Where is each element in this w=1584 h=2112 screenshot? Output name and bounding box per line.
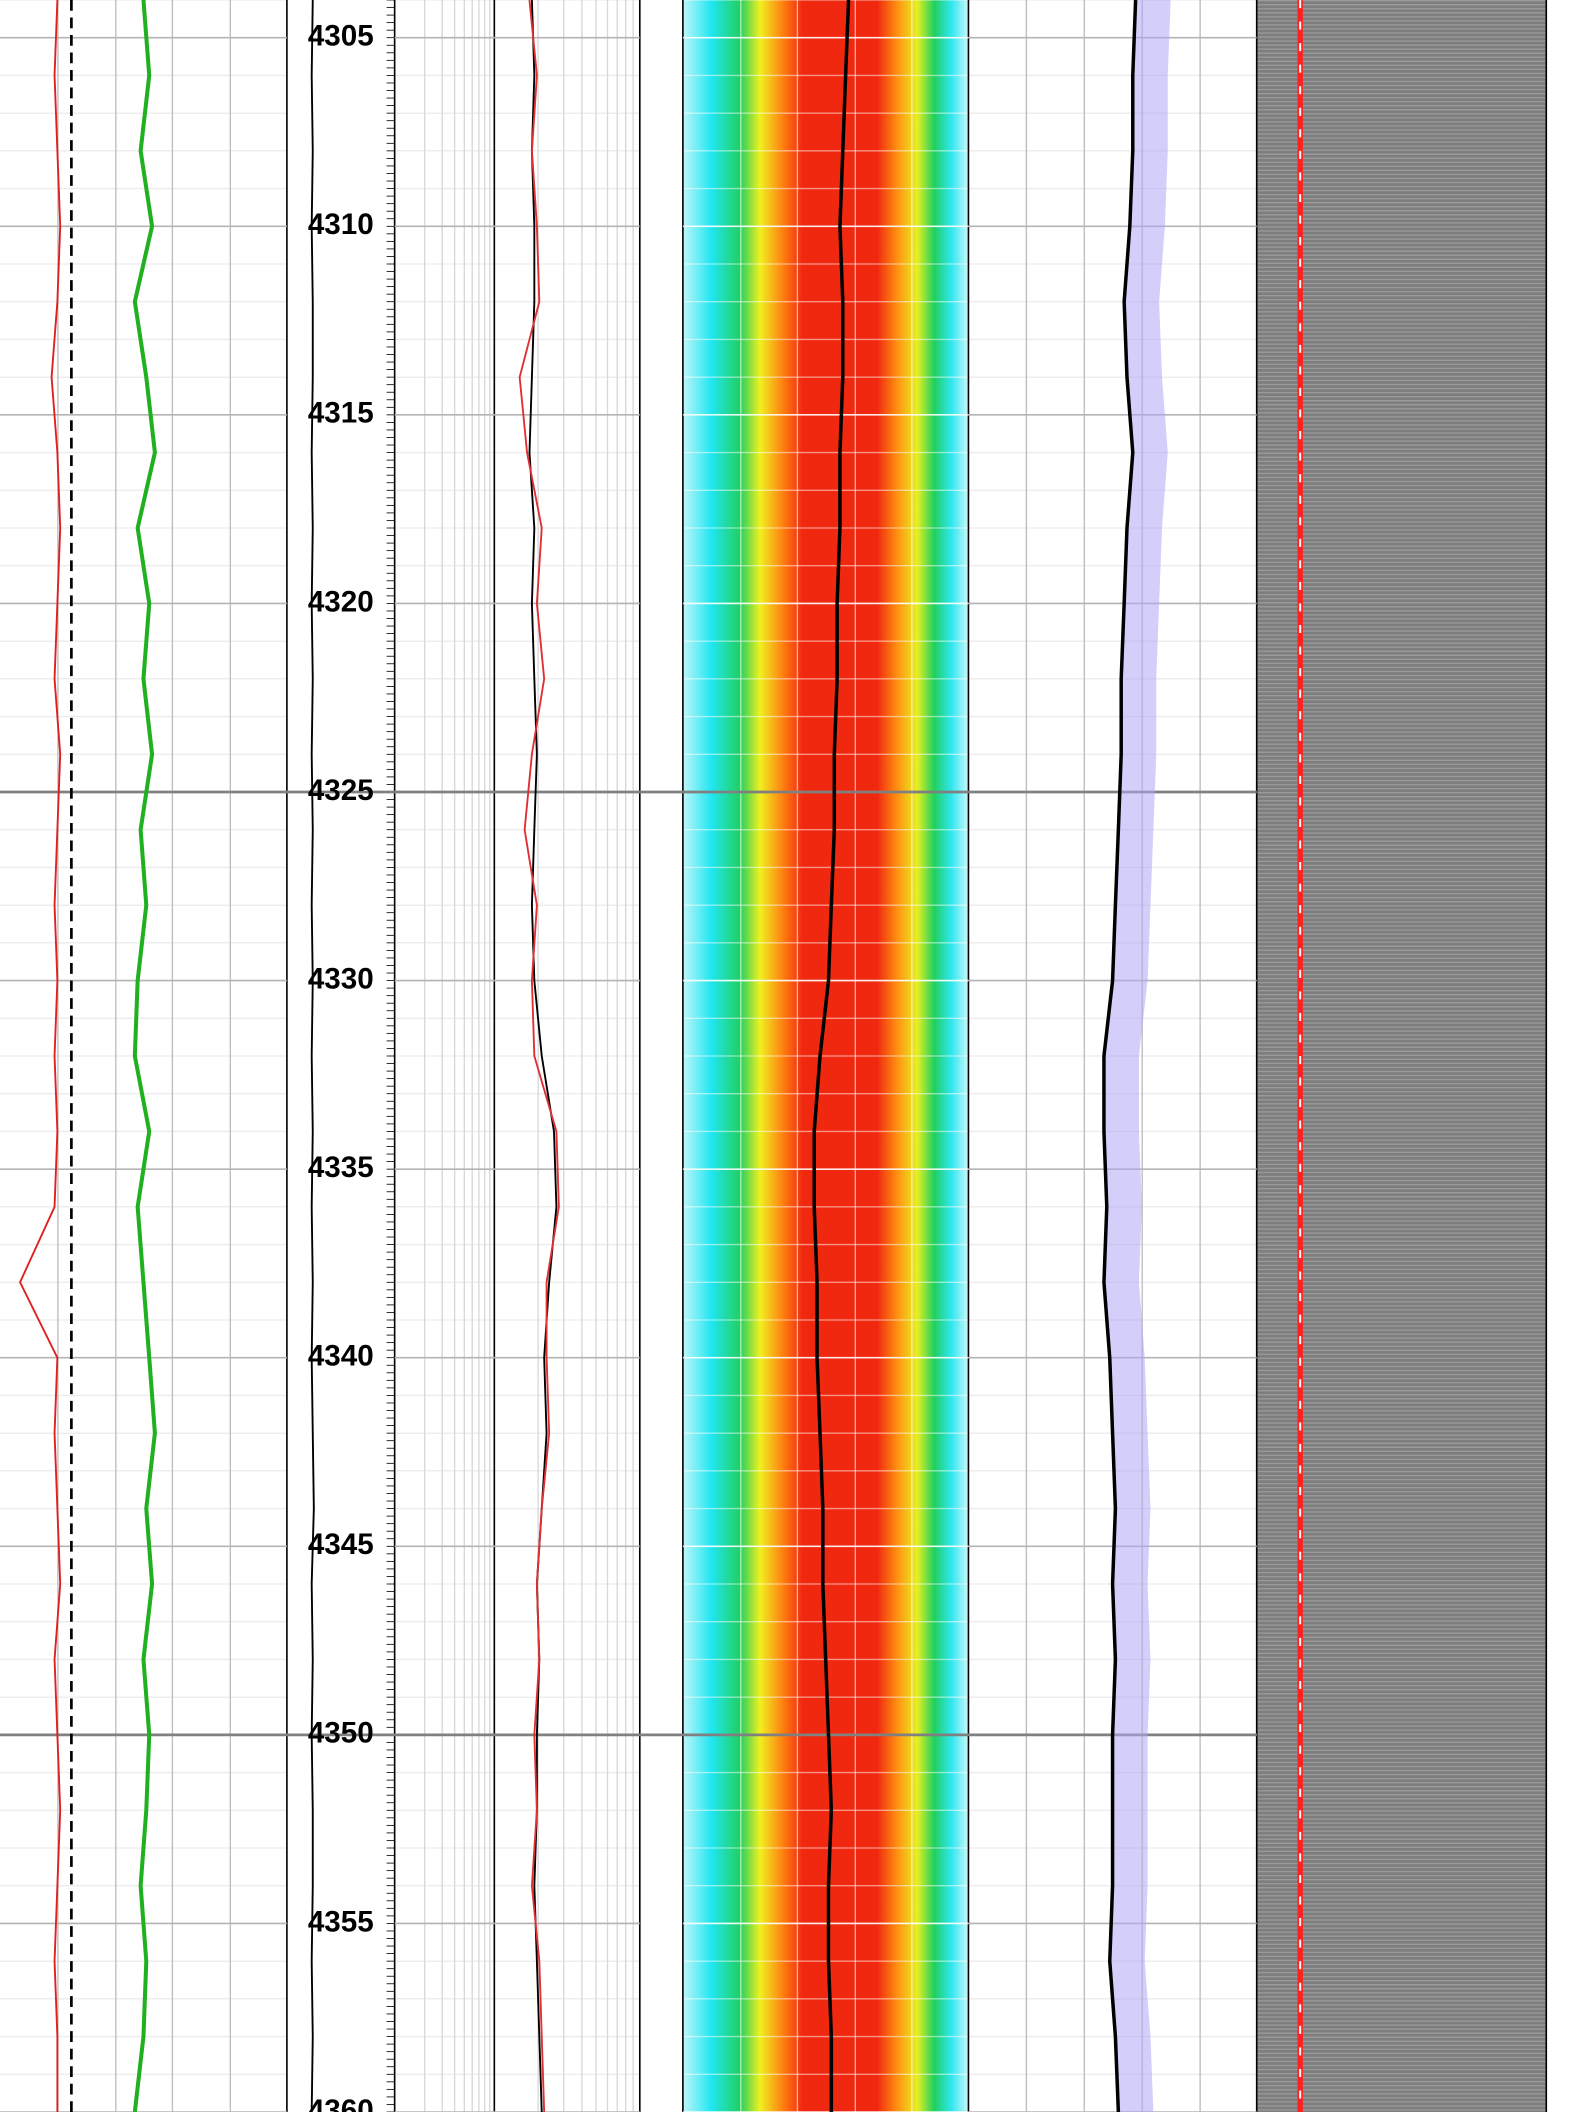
y-tick-label: 4360 — [308, 2094, 374, 2112]
y-tick-label: 4310 — [308, 208, 374, 241]
log-curve — [1102, 0, 1138, 2112]
log-curve — [132, 0, 157, 2112]
log-curve — [528, 0, 558, 2112]
y-tick-label: 4315 — [308, 397, 374, 430]
log-curve — [310, 0, 315, 2112]
y-tick-label: 4325 — [308, 774, 374, 807]
shading — [1103, 0, 1171, 2112]
log-curve — [518, 0, 560, 2112]
log-curve — [19, 0, 62, 2112]
y-tick-label: 4340 — [308, 1340, 374, 1373]
y-tick-label: 4350 — [308, 1717, 374, 1750]
log-curve — [812, 0, 851, 2112]
curves — [19, 0, 1303, 2112]
y-tick-label: 4335 — [308, 1151, 374, 1184]
y-tick-label: 4320 — [308, 585, 374, 618]
y-tick-label: 4330 — [308, 962, 374, 995]
acoustic-image — [1256, 0, 1547, 2112]
y-tick-label: 4305 — [308, 20, 374, 53]
y-tick-label: 4345 — [308, 1528, 374, 1561]
y-tick-label: 4355 — [308, 1905, 374, 1938]
depth-labels: 4305 4310 4315 4320 4325 4330 4335 4340 4345 4350… — [308, 20, 374, 2112]
